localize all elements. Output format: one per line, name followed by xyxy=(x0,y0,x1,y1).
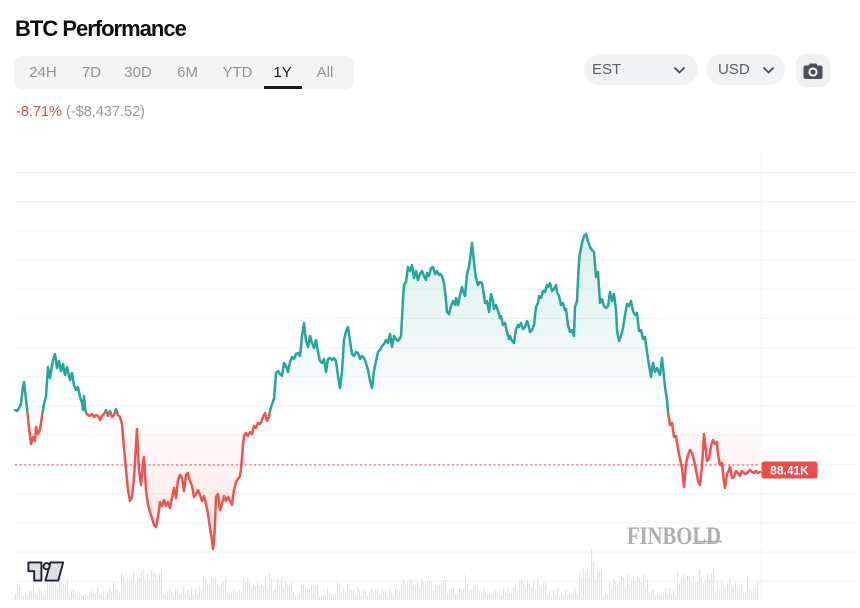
svg-text:88.41K: 88.41K xyxy=(770,464,809,478)
svg-text:FINBOLD: FINBOLD xyxy=(627,523,721,550)
